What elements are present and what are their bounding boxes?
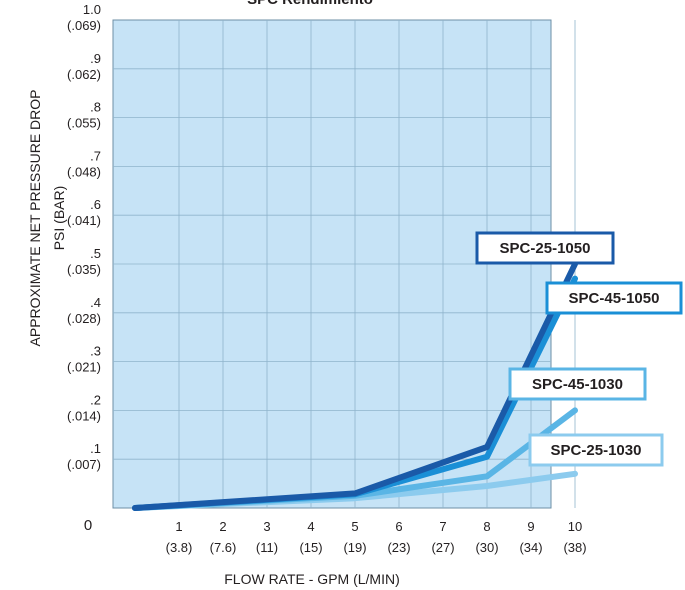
x-tick-sublabel: (3.8) — [166, 540, 193, 555]
series-label-frame — [508, 367, 647, 401]
series-label-box: SPC-25-1030 — [528, 433, 664, 467]
y-tick-label: .6 — [90, 197, 101, 212]
series-label-text: SPC-25-1030 — [551, 442, 642, 459]
y-tick-label: .8 — [90, 100, 101, 115]
x-tick-sublabel: (27) — [431, 540, 454, 555]
y-tick-label: 1.0 — [83, 2, 101, 17]
x-tick-sublabel: (19) — [343, 540, 366, 555]
y-tick-label: .9 — [90, 51, 101, 66]
y-tick-label: .1 — [90, 441, 101, 456]
y-tick-label: .4 — [90, 295, 101, 310]
x-tick-label: 3 — [263, 519, 270, 534]
series-label-text: SPC-25-1050 — [500, 240, 591, 257]
series-label-box: SPC-45-1030 — [508, 367, 647, 401]
y-axis-title-line1: APPROXIMATE NET PRESSURE DROP — [27, 90, 43, 347]
y-tick-sublabel: (.055) — [67, 116, 101, 131]
origin-label: 0 — [84, 517, 92, 534]
x-tick-sublabel: (15) — [299, 540, 322, 555]
y-tick-label: .5 — [90, 246, 101, 261]
y-axis-ticks: .1(.007) .2(.014) .3(.021) .4(.028) .5(.035)… — [67, 2, 101, 472]
x-tick-sublabel: (23) — [387, 540, 410, 555]
chart-title: SPC Rendimiento — [247, 0, 373, 8]
series-line — [132, 261, 578, 511]
x-tick-label: 9 — [527, 519, 534, 534]
y-axis-title-line2: PSI (BAR) — [51, 186, 67, 251]
series-label-frame — [528, 433, 664, 467]
y-tick-sublabel: (.041) — [67, 213, 101, 228]
x-tick-label: 7 — [439, 519, 446, 534]
y-tick-sublabel: (.048) — [67, 164, 101, 179]
y-tick-label: .7 — [90, 148, 101, 163]
y-tick-sublabel: (.021) — [67, 360, 101, 375]
y-tick-label: .2 — [90, 392, 101, 407]
series-label-frame — [475, 231, 615, 265]
x-axis-ticks: 1 (3.8) 2 (7.6) 3 (11) 4 (15) 5 (19) 6 (23) 7 (27) 8 (3… — [166, 519, 587, 555]
y-tick-sublabel: (.062) — [67, 67, 101, 82]
x-tick-label: 8 — [483, 519, 490, 534]
x-tick-sublabel: (7.6) — [210, 540, 237, 555]
series-labels: SPC-25-1030 SPC-45-1030 SPC-45-1050 SPC-25-… — [475, 231, 683, 467]
y-tick-sublabel: (.035) — [67, 262, 101, 277]
series-label-text: SPC-45-1050 — [569, 290, 660, 307]
x-tick-sublabel: (11) — [256, 540, 278, 555]
x-tick-label: 6 — [395, 519, 402, 534]
y-tick-sublabel: (.007) — [67, 457, 101, 472]
x-tick-sublabel: (38) — [563, 540, 586, 555]
y-tick-sublabel: (.069) — [67, 18, 101, 33]
x-tick-label: 10 — [568, 519, 582, 534]
y-tick-label: .3 — [90, 344, 101, 359]
x-tick-label: 5 — [351, 519, 358, 534]
series-label-text: SPC-45-1030 — [532, 376, 623, 393]
x-axis-title: FLOW RATE - GPM (L/MIN) — [224, 571, 400, 587]
x-tick-label: 1 — [175, 519, 182, 534]
y-tick-sublabel: (.014) — [67, 408, 101, 423]
y-tick-sublabel: (.028) — [67, 311, 101, 326]
x-tick-sublabel: (30) — [475, 540, 498, 555]
x-tick-label: 2 — [219, 519, 226, 534]
series-label-box: SPC-45-1050 — [545, 281, 683, 315]
x-tick-sublabel: (34) — [519, 540, 542, 555]
x-tick-label: 4 — [307, 519, 314, 534]
series-label-frame — [545, 281, 683, 315]
series-label-box: SPC-25-1050 — [475, 231, 615, 265]
